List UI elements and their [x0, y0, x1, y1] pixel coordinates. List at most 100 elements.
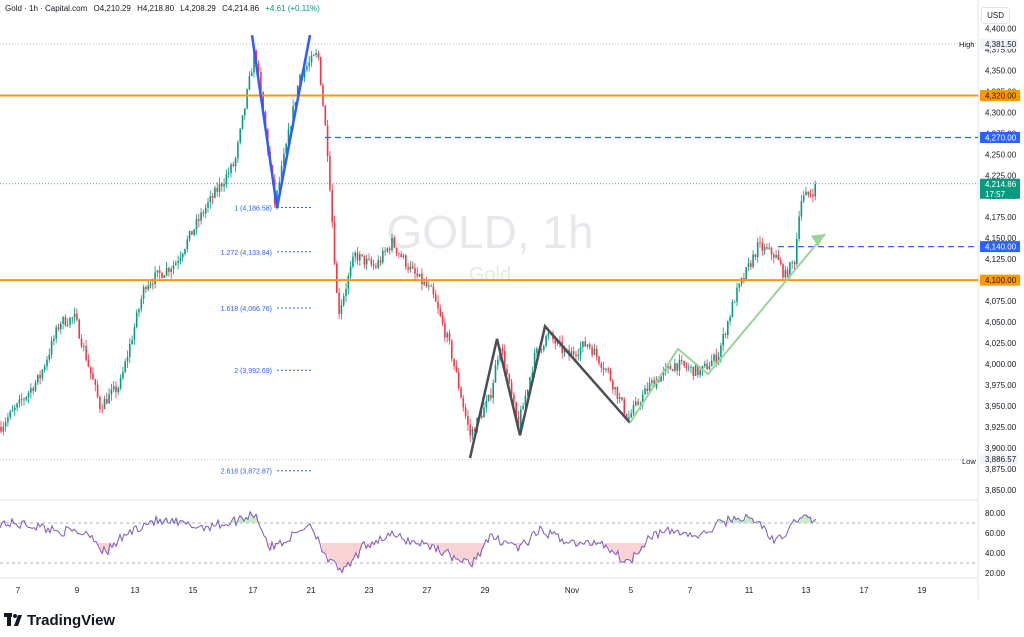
- price-tick-label: 4,175.00: [985, 213, 1017, 222]
- price-tick-label: 3,900.00: [985, 444, 1017, 453]
- rsi-oversold-fill: [434, 543, 436, 546]
- candle-body: [179, 257, 182, 261]
- rsi-oversold-fill: [466, 543, 468, 560]
- rsi-overbought-fill: [724, 521, 726, 523]
- candle-body: [69, 317, 71, 325]
- candle-body: [126, 357, 129, 362]
- rsi-oversold-fill: [354, 543, 356, 558]
- candle-body: [437, 301, 439, 309]
- candle-body: [582, 341, 584, 348]
- candle-body: [370, 259, 373, 265]
- candle-body: [570, 351, 573, 356]
- rsi-oversold-fill: [278, 543, 280, 544]
- candle-body: [506, 369, 508, 375]
- price-tick-label: 4,400.00: [985, 24, 1017, 33]
- candle-body: [165, 268, 168, 276]
- rsi-oversold-fill: [468, 543, 470, 560]
- rsi-oversold-fill: [628, 543, 630, 560]
- candle-body: [241, 115, 244, 129]
- high-value: 4,381.50: [985, 40, 1017, 49]
- candle-body: [759, 242, 761, 243]
- candle-body: [430, 285, 432, 287]
- rsi-oversold-fill: [634, 543, 636, 553]
- candle-body: [345, 288, 347, 297]
- candle-body: [782, 264, 784, 278]
- rsi-oversold-fill: [338, 543, 340, 570]
- candle-body: [11, 409, 14, 412]
- candle-body: [112, 386, 115, 390]
- candle-body: [232, 164, 235, 167]
- candle-body: [372, 264, 375, 267]
- rsi-overbought-fill: [164, 520, 166, 523]
- price-tick-label: 3,850.00: [985, 486, 1017, 495]
- rsi-oversold-fill: [104, 543, 106, 547]
- change-value: +4.61 (+0.11%): [265, 4, 320, 13]
- candle-body: [16, 403, 18, 408]
- candle-body: [814, 184, 816, 197]
- rsi-overbought-fill: [254, 517, 256, 523]
- candle-body: [80, 338, 83, 347]
- rsi-overbought-fill: [252, 515, 254, 523]
- candle-body: [786, 269, 789, 278]
- candle-body: [717, 356, 720, 363]
- candle-body: [658, 379, 660, 382]
- candle-body: [363, 255, 366, 265]
- candle-body: [798, 216, 800, 240]
- candle-body: [313, 54, 315, 56]
- rsi-oversold-fill: [472, 543, 474, 567]
- candle-body: [545, 335, 547, 346]
- candle-body: [761, 242, 764, 251]
- candle-body: [651, 380, 653, 383]
- candle-body: [547, 332, 550, 336]
- rsi-oversold-fill: [368, 543, 370, 546]
- candle-body: [377, 260, 379, 268]
- candle-body: [736, 287, 738, 302]
- candle-body: [9, 411, 11, 418]
- candle-body: [4, 422, 7, 427]
- rsi-oversold-fill: [480, 543, 482, 557]
- candle-body: [133, 327, 136, 340]
- rsi-overbought-fill: [742, 521, 744, 523]
- candle-body: [796, 239, 798, 265]
- price-tick-label: 4,375.00: [985, 45, 1017, 54]
- rsi-tick-label: 60.00: [985, 529, 1006, 538]
- rsi-oversold-fill: [454, 543, 456, 556]
- currency-button[interactable]: USD: [981, 7, 1010, 24]
- candle-body: [731, 301, 734, 317]
- candle-body: [39, 374, 41, 379]
- candle-body: [117, 388, 120, 393]
- time-tick-label: 7: [688, 586, 693, 595]
- candle-body: [248, 75, 251, 90]
- candle-body: [149, 283, 152, 286]
- rsi-overbought-fill: [232, 520, 234, 523]
- candle-body: [618, 397, 621, 400]
- time-tick-label: 11: [745, 586, 754, 595]
- rsi-oversold-fill: [528, 543, 530, 546]
- rsi-oversold-fill: [322, 543, 324, 552]
- rsi-oversold-fill: [458, 543, 460, 560]
- candle-body: [802, 195, 805, 201]
- candle-body: [246, 89, 248, 109]
- time-tick-label: 19: [918, 586, 927, 595]
- candle-body: [609, 370, 612, 381]
- candle-body: [181, 253, 184, 258]
- candle-body: [773, 254, 775, 258]
- candle-body: [347, 276, 350, 289]
- double-top-pattern: [250, 34, 312, 209]
- rsi-oversold-fill: [622, 543, 624, 563]
- fib-level-label: 1 (4,186.58): [234, 206, 272, 213]
- candle-body: [678, 360, 681, 371]
- rsi-oversold-fill: [440, 543, 442, 553]
- candle-body: [207, 202, 209, 208]
- tradingview-logo[interactable]: TradingView: [4, 608, 115, 632]
- rsi-oversold-fill: [436, 543, 438, 552]
- candle-body: [407, 267, 409, 270]
- candle-body: [200, 212, 202, 221]
- current-price-box: [980, 178, 1020, 199]
- candle-body: [262, 91, 264, 112]
- candle-body: [310, 55, 313, 63]
- candle-body: [198, 219, 200, 221]
- rsi-oversold-fill: [452, 543, 454, 561]
- candle-body: [747, 263, 750, 268]
